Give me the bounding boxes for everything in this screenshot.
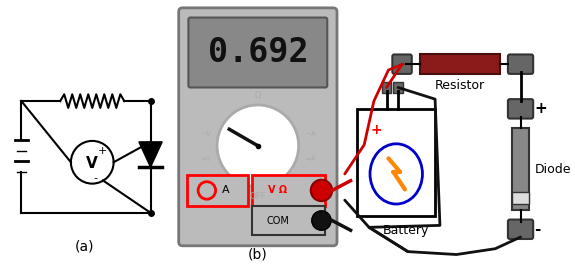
Bar (393, 82, 403, 93)
Bar (512, 192, 529, 204)
Text: ~V: ~V (200, 131, 210, 137)
Text: Ω: Ω (255, 91, 261, 100)
Text: =A: =A (305, 156, 316, 162)
FancyBboxPatch shape (392, 54, 412, 74)
FancyBboxPatch shape (179, 8, 337, 246)
Circle shape (198, 182, 216, 199)
FancyBboxPatch shape (251, 206, 325, 235)
Text: COM: COM (266, 216, 289, 225)
Text: +: + (534, 101, 547, 116)
Circle shape (312, 211, 331, 230)
Text: (a): (a) (75, 240, 94, 254)
Text: V: V (86, 156, 98, 171)
Circle shape (217, 105, 298, 186)
Text: ~A: ~A (305, 131, 316, 137)
Text: Resistor: Resistor (435, 79, 485, 92)
FancyBboxPatch shape (508, 99, 533, 119)
Polygon shape (139, 142, 162, 167)
FancyBboxPatch shape (187, 175, 248, 206)
Text: Battery: Battery (383, 224, 429, 237)
Text: (b): (b) (248, 248, 268, 262)
Text: -: - (93, 173, 97, 183)
Text: +: + (371, 123, 382, 137)
Text: Diode: Diode (535, 163, 572, 175)
Text: -: - (534, 222, 540, 237)
Bar (420, 54, 500, 74)
Bar (382, 82, 392, 93)
Text: A: A (221, 185, 229, 196)
Text: =V: =V (200, 156, 210, 162)
Text: V Ω: V Ω (268, 185, 288, 196)
Bar (512, 128, 529, 210)
Text: 0.692: 0.692 (208, 36, 308, 69)
FancyBboxPatch shape (508, 54, 533, 74)
Text: +: + (97, 145, 106, 156)
Circle shape (71, 141, 114, 184)
Circle shape (310, 180, 332, 201)
FancyBboxPatch shape (251, 175, 325, 206)
FancyBboxPatch shape (189, 18, 327, 87)
FancyBboxPatch shape (508, 219, 533, 239)
Text: OFF: OFF (250, 192, 266, 201)
Bar (358, 109, 435, 216)
